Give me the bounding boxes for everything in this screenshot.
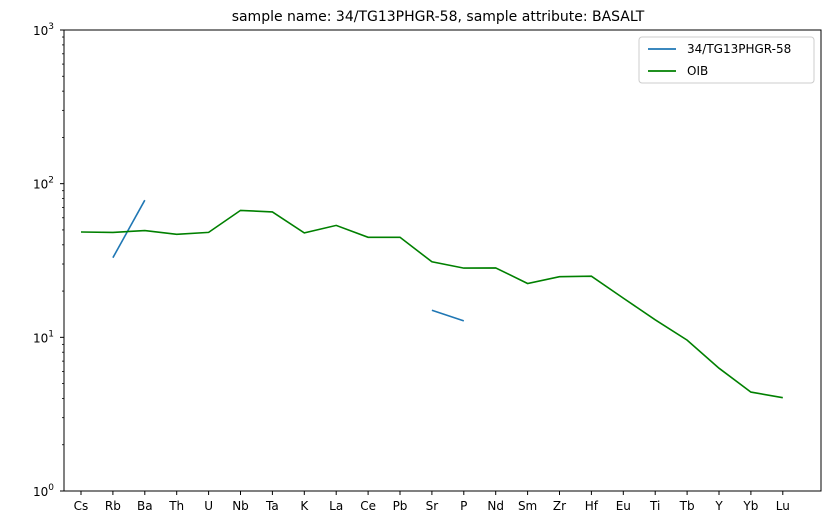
x-tick-label: Ta	[265, 499, 279, 513]
y-tick-exponent: 2	[48, 176, 54, 186]
y-tick-label: 102	[33, 176, 54, 192]
series-layer	[80, 199, 783, 399]
x-tick-label: Lu	[776, 499, 790, 513]
x-tick-label: Ba	[137, 499, 153, 513]
y-tick-label: 101	[33, 329, 54, 345]
x-tick-label: Ce	[360, 499, 376, 513]
x-tick-label: U	[204, 499, 213, 513]
y-tick-exponent: 1	[48, 329, 54, 339]
y-tick-label: 100	[33, 483, 54, 499]
x-tick-label: Yb	[742, 499, 758, 513]
y-tick-exponent: 0	[48, 483, 54, 493]
series-line-2	[80, 209, 783, 399]
y-tick-base: 10	[33, 178, 48, 192]
y-tick-base: 10	[33, 331, 48, 345]
x-tick-label: Sm	[518, 499, 537, 513]
series-line-1	[431, 309, 465, 322]
legend: 34/TG13PHGR-58 OIB	[638, 36, 815, 84]
x-tick-label: Eu	[616, 499, 631, 513]
y-tick-label: 103	[33, 22, 54, 38]
x-tick-label: Y	[714, 499, 723, 513]
legend-label-1: 34/TG13PHGR-58	[687, 42, 791, 56]
x-tick-label: Zr	[553, 499, 566, 513]
x-tick-label: Hf	[585, 499, 599, 513]
x-tick-label: Th	[168, 499, 184, 513]
x-tick-label: Nb	[232, 499, 249, 513]
plot-frame	[63, 29, 822, 492]
series-line-1	[112, 199, 146, 259]
y-tick-base: 10	[33, 485, 48, 499]
x-tick-label: Sr	[426, 499, 439, 513]
legend-box	[638, 36, 815, 84]
x-tick-label: P	[460, 499, 467, 513]
x-tick-label: Rb	[105, 499, 121, 513]
x-tick-label: Nd	[487, 499, 504, 513]
legend-label-2: OIB	[687, 64, 708, 78]
y-tick-exponent: 3	[48, 22, 54, 32]
x-tick-label: Ti	[649, 499, 660, 513]
x-tick-label: K	[300, 499, 309, 513]
x-tick-label: Cs	[74, 499, 89, 513]
x-tick-label: La	[329, 499, 343, 513]
x-tick-label: Tb	[679, 499, 695, 513]
x-tick-label: Pb	[393, 499, 408, 513]
chart-title: sample name: 34/TG13PHGR-58, sample attr…	[232, 9, 645, 25]
x-axis-ticks: Cs Rb Ba Th U Nb Ta K La Ce Pb Sr P Nd Sm Zr Hf Eu Ti Tb Y Yb…	[74, 491, 790, 513]
y-tick-base: 10	[33, 24, 48, 38]
